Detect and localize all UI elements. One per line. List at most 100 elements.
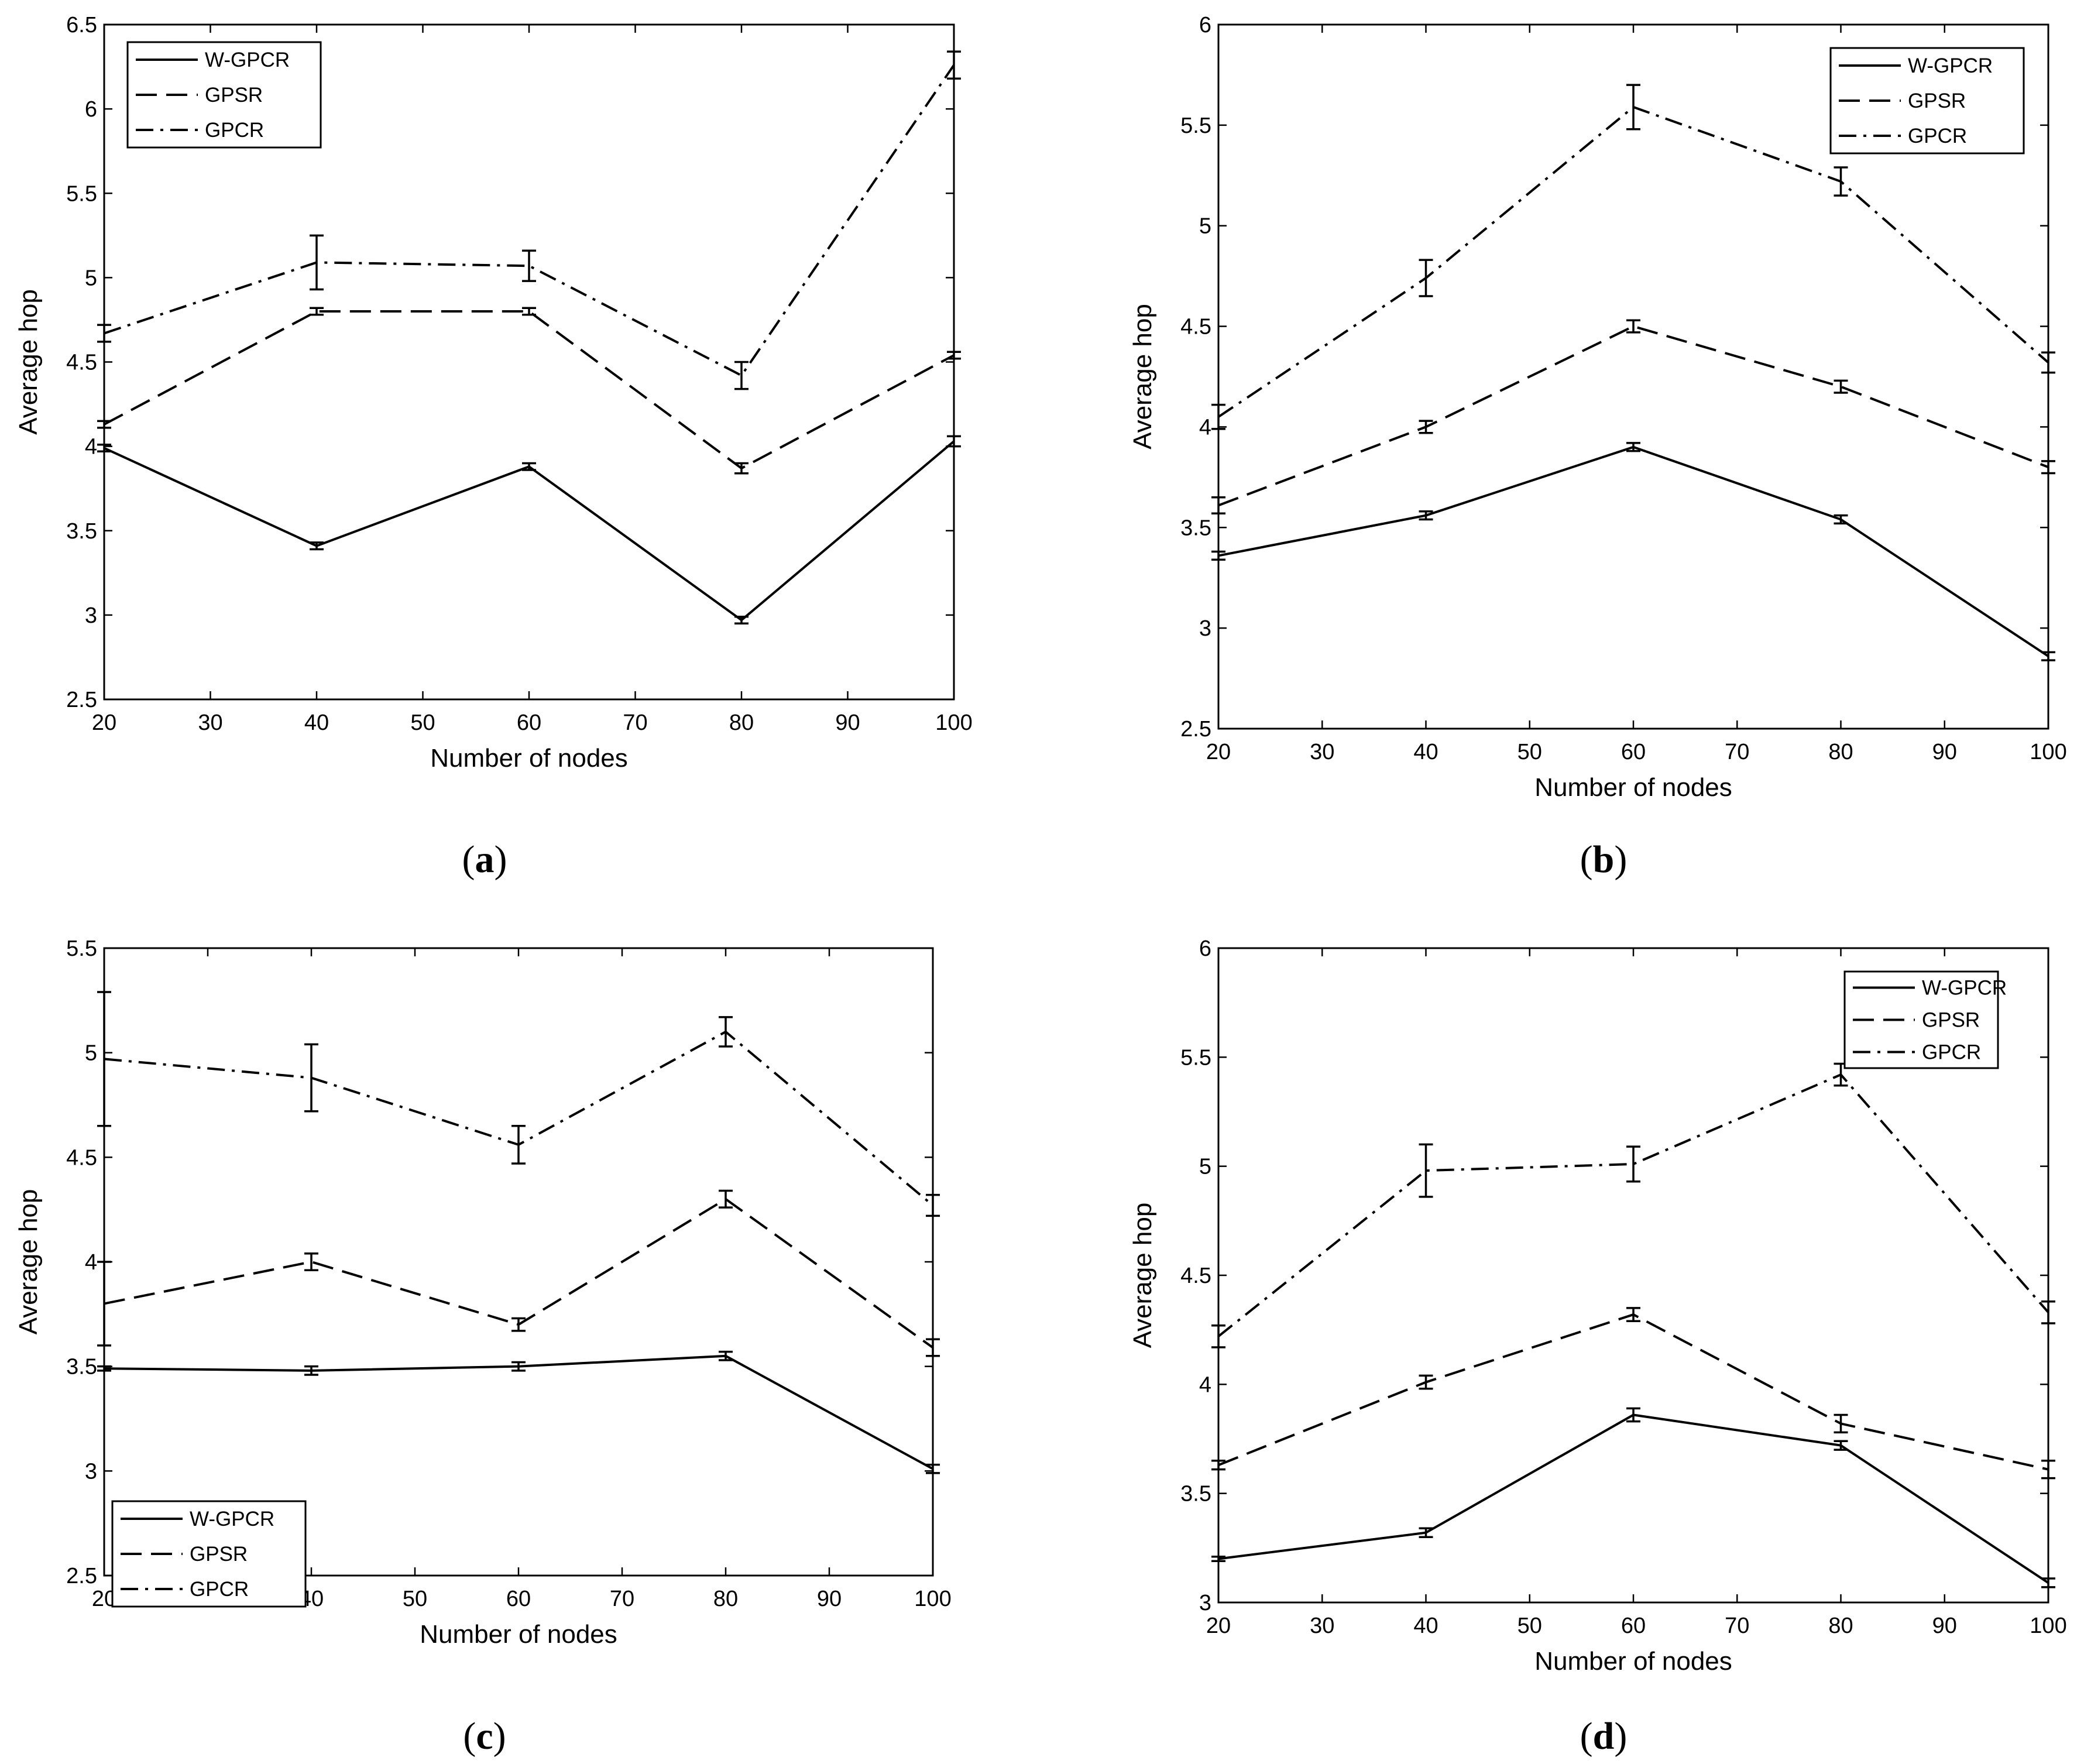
x-tick-label: 60 xyxy=(1621,1614,1646,1638)
error-bar xyxy=(926,1338,940,1357)
x-tick-label: 100 xyxy=(914,1587,951,1611)
error-bar xyxy=(734,361,749,390)
x-tick-label: 90 xyxy=(817,1587,842,1611)
y-tick-label: 3 xyxy=(85,1459,97,1484)
legend-label-gpcr: GPCR xyxy=(205,119,264,142)
series-line-w-gpcr xyxy=(1218,445,2049,657)
error-bar xyxy=(926,1193,940,1217)
chart-panel-b: 20 30 40 50 60 70 80 90 100 2.5 3 3.5 4 4.5 5 5.5 6 Numbe… xyxy=(1128,13,2067,881)
series-w-gpcr xyxy=(1211,1407,2055,1588)
y-tick-label: 3 xyxy=(1199,1591,1211,1615)
y-tick-label: 4 xyxy=(1199,1372,1211,1397)
error-bar xyxy=(522,249,536,282)
x-tick-label: 70 xyxy=(1725,1614,1749,1638)
y-tick-label: 4 xyxy=(1199,415,1211,440)
panel-label-open: ( xyxy=(462,838,475,881)
x-tick-label: 50 xyxy=(403,1587,427,1611)
x-tick-label: 90 xyxy=(1932,740,1957,764)
series-gpsr xyxy=(97,1189,940,1357)
y-tick-label: 5 xyxy=(85,266,97,290)
y-axis-label: Average hop xyxy=(14,1189,43,1335)
error-bar xyxy=(1419,1143,1433,1198)
error-bar xyxy=(1626,1145,1640,1183)
y-tick-label: 3.5 xyxy=(66,519,97,544)
chart-panel-c: 20304050607080901002.533.544.555.5Number… xyxy=(14,936,952,1758)
error-bar xyxy=(304,1365,318,1376)
x-tick-label: 20 xyxy=(1206,1614,1231,1638)
series-gpcr xyxy=(1211,1062,2055,1348)
x-tick-label: 90 xyxy=(835,711,860,735)
series-line-gpsr xyxy=(104,310,955,470)
error-bar xyxy=(2041,1460,2055,1480)
error-bar xyxy=(926,1463,940,1474)
y-tick-label: 5.5 xyxy=(66,181,97,206)
error-bar xyxy=(522,462,536,471)
error-bar xyxy=(2041,1577,2055,1588)
x-axis-label: Number of nodes xyxy=(430,744,628,773)
error-bar xyxy=(719,1189,733,1209)
x-tick-label: 20 xyxy=(92,711,116,735)
x-tick-label: 30 xyxy=(1310,740,1334,764)
error-bar xyxy=(310,541,324,551)
error-bar xyxy=(310,307,324,316)
error-bar xyxy=(1419,259,1433,297)
error-bar xyxy=(719,1350,733,1361)
error-bar xyxy=(97,991,111,1127)
y-axis-label: Average hop xyxy=(1128,1203,1157,1348)
legend-label-gpsr: GPSR xyxy=(1908,90,1966,112)
error-bar xyxy=(1834,1440,1848,1451)
error-bar xyxy=(719,1016,733,1048)
error-bar xyxy=(97,420,111,429)
x-axis-label: Number of nodes xyxy=(420,1620,617,1649)
error-bar xyxy=(1834,166,1848,197)
y-tick-label: 5 xyxy=(1199,1155,1211,1179)
y-tick-label: 2.5 xyxy=(66,1564,97,1588)
y-tick-label: 2.5 xyxy=(66,688,97,712)
series-line-w-gpcr xyxy=(1218,1413,2049,1584)
panel-label: (d) xyxy=(1580,1715,1628,1758)
panel-label-close: ) xyxy=(493,1715,506,1758)
error-bar xyxy=(947,435,961,448)
x-tick-label: 70 xyxy=(610,1587,634,1611)
panel-label-close: ) xyxy=(495,838,507,881)
error-bar xyxy=(1419,1527,1433,1538)
error-bar xyxy=(1626,442,1640,452)
x-tick-label: 20 xyxy=(1206,740,1231,764)
y-axis-label: Average hop xyxy=(14,289,43,435)
x-tick-label: 100 xyxy=(935,711,972,735)
error-bar xyxy=(2041,460,2055,475)
error-bar xyxy=(1211,550,1225,561)
error-bar xyxy=(947,50,961,80)
x-tick-label: 40 xyxy=(1413,740,1438,764)
panel-label-letter: d xyxy=(1593,1715,1615,1758)
x-tick-label: 100 xyxy=(2030,740,2066,764)
y-tick-label: 5.5 xyxy=(66,936,97,961)
y-tick-label: 5.5 xyxy=(1180,1045,1211,1070)
chart-panel-a: 20 30 40 50 60 70 80 90 100 2.5 3 3.5 4 4.5 5 5.5 6 6.5 Nu… xyxy=(14,13,973,881)
y-tick-label: 3 xyxy=(1199,616,1211,641)
x-tick-label: 80 xyxy=(729,711,754,735)
y-tick-label: 3 xyxy=(85,603,97,628)
series-gpsr xyxy=(97,307,961,475)
series-gpsr xyxy=(1211,319,2055,514)
panel-label-letter: c xyxy=(476,1715,493,1758)
error-bar xyxy=(511,1361,526,1372)
x-tick-label: 80 xyxy=(1828,740,1853,764)
error-bar xyxy=(1834,379,1848,394)
x-tick-label: 60 xyxy=(1621,740,1646,764)
panel-label: (b) xyxy=(1580,838,1628,881)
series-line-gpcr xyxy=(1217,1073,2049,1337)
series-line-w-gpcr xyxy=(104,1354,933,1470)
y-tick-label: 4.5 xyxy=(1180,1264,1211,1288)
legend-label-w-gpcr: W-GPCR xyxy=(1908,54,1993,77)
x-tick-label: 50 xyxy=(1517,740,1542,764)
error-bar xyxy=(1419,1374,1433,1390)
error-bar xyxy=(1211,1460,1225,1471)
y-tick-label: 4.5 xyxy=(66,351,97,375)
x-tick-label: 30 xyxy=(198,711,222,735)
legend-label-w-gpcr: W-GPCR xyxy=(205,49,290,71)
legend-label-gpsr: GPSR xyxy=(205,84,263,107)
error-bar xyxy=(1211,403,1225,430)
series-gpcr xyxy=(97,991,940,1217)
error-bar xyxy=(734,616,749,625)
